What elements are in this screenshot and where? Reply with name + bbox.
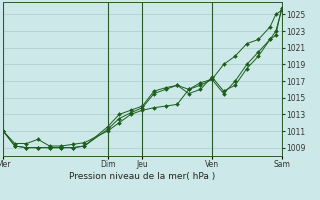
X-axis label: Pression niveau de la mer( hPa ): Pression niveau de la mer( hPa ) — [69, 172, 216, 181]
